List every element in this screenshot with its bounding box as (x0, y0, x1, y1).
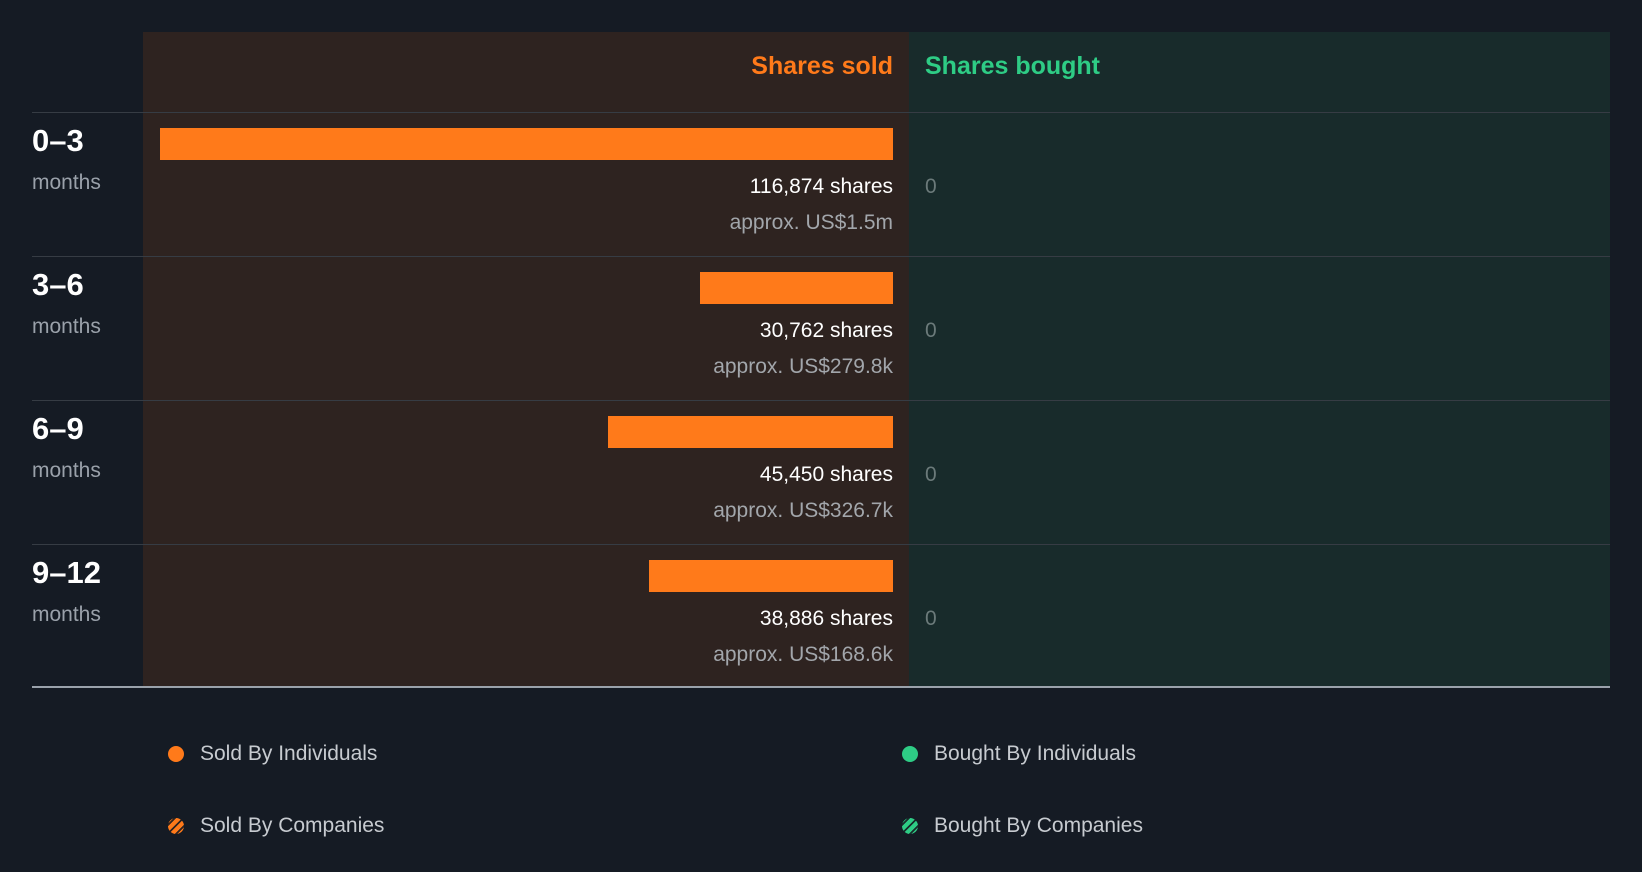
row-divider (32, 256, 1610, 257)
sold-value-label: approx. US$279.8k (713, 355, 893, 378)
period-row-6-9: 6–9 months 45,450 shares approx. US$326.… (0, 401, 1642, 545)
period-unit: months (32, 603, 101, 626)
row-divider (32, 400, 1610, 401)
bought-companies-striped-dot-icon (902, 818, 918, 834)
legend-bought-by-individuals: Bought By Individuals (902, 742, 1136, 766)
legend-label: Sold By Individuals (200, 742, 378, 765)
legend-label: Bought By Individuals (934, 742, 1136, 765)
legend-sold-by-individuals: Sold By Individuals (168, 742, 377, 766)
sold-shares-label: 116,874 shares (749, 175, 893, 198)
bought-shares-label: 0 (925, 463, 937, 486)
sold-companies-striped-dot-icon (168, 818, 184, 834)
period-unit: months (32, 459, 101, 482)
sold-value-label: approx. US$326.7k (713, 499, 893, 522)
chart-baseline (32, 686, 1610, 688)
period-label: 6–9 (32, 411, 84, 446)
bought-column-background (909, 32, 1610, 687)
sold-bar (649, 560, 893, 592)
period-label: 0–3 (32, 123, 84, 158)
row-divider (32, 544, 1610, 545)
bought-shares-label: 0 (925, 319, 937, 342)
period-row-0-3: 0–3 months 116,874 shares approx. US$1.5… (0, 113, 1642, 257)
legend-bought-by-companies: Bought By Companies (902, 814, 1143, 838)
shares-sold-header: Shares sold (751, 52, 893, 80)
period-label: 3–6 (32, 267, 84, 302)
sold-value-label: approx. US$168.6k (713, 643, 893, 666)
legend-sold-by-companies: Sold By Companies (168, 814, 384, 838)
period-label: 9–12 (32, 555, 101, 590)
sold-bar (700, 272, 893, 304)
row-divider (32, 112, 1610, 113)
legend-label: Bought By Companies (934, 814, 1143, 837)
legend-label: Sold By Companies (200, 814, 385, 837)
sold-bar (608, 416, 893, 448)
bought-shares-label: 0 (925, 175, 937, 198)
period-row-3-6: 3–6 months 30,762 shares approx. US$279.… (0, 257, 1642, 401)
sold-value-label: approx. US$1.5m (729, 211, 893, 234)
sold-shares-label: 38,886 shares (759, 607, 893, 630)
sold-individuals-dot-icon (168, 746, 184, 762)
period-unit: months (32, 171, 101, 194)
period-row-9-12: 9–12 months 38,886 shares approx. US$168… (0, 545, 1642, 689)
shares-bought-header: Shares bought (925, 52, 1101, 80)
sold-bar (160, 128, 893, 160)
sold-shares-label: 30,762 shares (759, 319, 893, 342)
period-unit: months (32, 315, 101, 338)
bought-individuals-dot-icon (902, 746, 918, 762)
sold-shares-label: 45,450 shares (759, 463, 893, 486)
bought-shares-label: 0 (925, 607, 937, 630)
